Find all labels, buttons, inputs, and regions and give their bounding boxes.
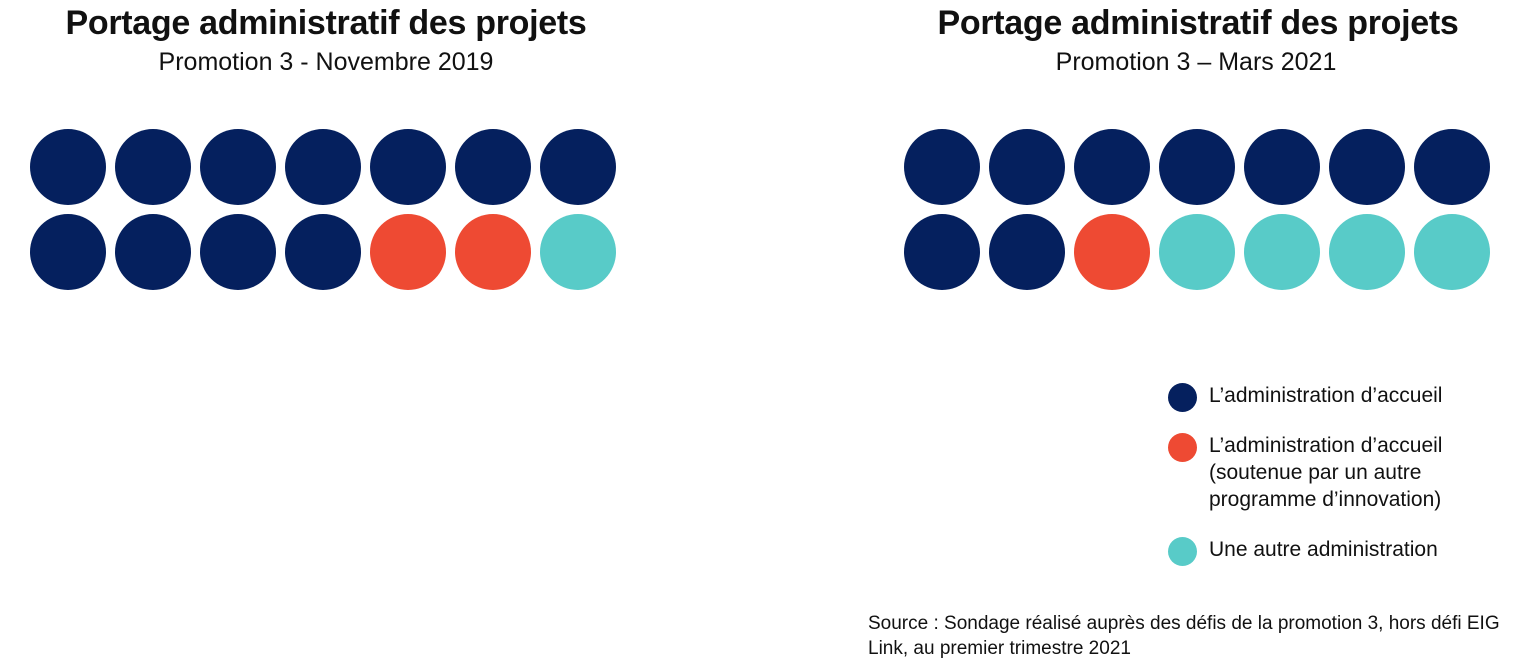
- waffle-dot-accueil: [30, 214, 106, 290]
- waffle-dot-accueil: [1329, 129, 1405, 205]
- waffle-dot-accueil: [285, 214, 361, 290]
- waffle-dot-autre: [1244, 214, 1320, 290]
- waffle-chart-2021: [904, 129, 1490, 290]
- waffle-dot-accueil: [1074, 129, 1150, 205]
- waffle-dot-accueil: [285, 129, 361, 205]
- chart-title: Portage administratif des projets: [65, 4, 587, 42]
- legend-item-autre: Une autre administration: [1166, 536, 1526, 566]
- source-note: Source : Sondage réalisé auprès des défi…: [868, 613, 1500, 659]
- waffle-dot-accueil: [455, 129, 531, 205]
- waffle-dot-accueil: [200, 214, 276, 290]
- waffle-dot-accueil: [1244, 129, 1320, 205]
- waffle-dot-accueil: [115, 214, 191, 290]
- waffle-dot-autre: [540, 214, 616, 290]
- waffle-dot-autre: [1414, 214, 1490, 290]
- legend: L’administration d’accueil L’administrat…: [1166, 382, 1526, 566]
- legend-swatch-autre: [1168, 537, 1197, 566]
- waffle-dot-accueil: [30, 129, 106, 205]
- waffle-dot-accueil-soutenue: [455, 214, 531, 290]
- waffle-dot-autre: [1159, 214, 1235, 290]
- waffle-dot-accueil: [1159, 129, 1235, 205]
- legend-label: L’administration d’accueil: [1209, 384, 1443, 407]
- chart-title: Portage administratif des projets: [937, 4, 1459, 42]
- legend-label: L’administration d’accueil (soutenue par…: [1209, 434, 1443, 511]
- chart-subtitle: Promotion 3 - Novembre 2019: [158, 48, 494, 76]
- chart-panel-2019: Portage administratif des projets Promot…: [0, 0, 660, 77]
- legend-swatch-accueil: [1168, 383, 1197, 412]
- waffle-dot-accueil: [1414, 129, 1490, 205]
- waffle-dot-accueil-soutenue: [1074, 214, 1150, 290]
- waffle-dot-accueil: [904, 214, 980, 290]
- waffle-dot-accueil-soutenue: [370, 214, 446, 290]
- legend-swatch-accueil-soutenue: [1168, 433, 1197, 462]
- waffle-dot-accueil: [989, 129, 1065, 205]
- waffle-dot-accueil: [989, 214, 1065, 290]
- waffle-dot-autre: [1329, 214, 1405, 290]
- legend-item-accueil-soutenue: L’administration d’accueil (soutenue par…: [1166, 432, 1509, 513]
- waffle-chart-2019: [30, 129, 616, 290]
- chart-subtitle: Promotion 3 – Mars 2021: [1055, 48, 1337, 76]
- waffle-dot-accueil: [370, 129, 446, 205]
- legend-item-accueil: L’administration d’accueil: [1166, 382, 1526, 412]
- legend-label: Une autre administration: [1209, 538, 1438, 561]
- waffle-dot-accueil: [115, 129, 191, 205]
- waffle-dot-accueil: [904, 129, 980, 205]
- waffle-dot-accueil: [540, 129, 616, 205]
- waffle-dot-accueil: [200, 129, 276, 205]
- chart-panel-2021: Portage administratif des projets Promot…: [866, 0, 1526, 77]
